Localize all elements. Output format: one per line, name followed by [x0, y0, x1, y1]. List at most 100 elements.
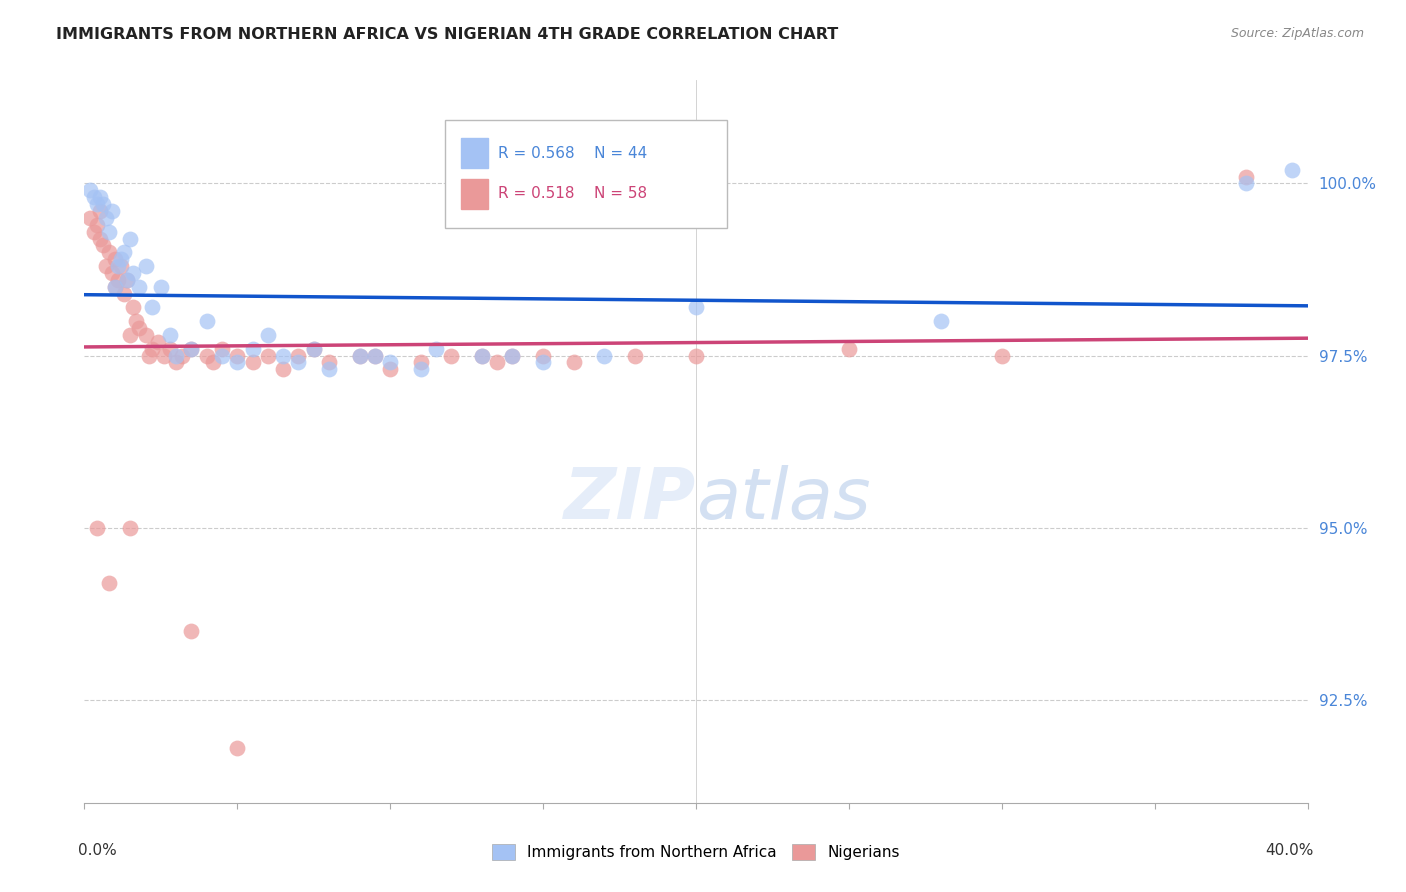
Point — [107, 259, 129, 273]
Point — [195, 349, 218, 363]
Point — [502, 349, 524, 363]
Point — [141, 301, 163, 315]
Point — [97, 225, 120, 239]
Point — [425, 342, 447, 356]
Point — [97, 245, 120, 260]
Point — [531, 355, 554, 369]
FancyBboxPatch shape — [446, 120, 727, 228]
Point — [318, 362, 340, 376]
Point — [562, 355, 585, 369]
Point — [685, 301, 707, 315]
Point — [112, 245, 135, 260]
Point — [146, 334, 169, 349]
Point — [180, 342, 202, 356]
Point — [128, 279, 150, 293]
Point — [86, 218, 108, 232]
Point — [838, 342, 860, 356]
Text: atlas: atlas — [696, 465, 870, 533]
Point — [991, 349, 1014, 363]
Point — [138, 349, 160, 363]
Point — [685, 349, 707, 363]
Point — [159, 327, 181, 342]
Point — [287, 349, 309, 363]
Point — [101, 266, 124, 280]
Point — [149, 279, 172, 293]
Point — [471, 349, 494, 363]
Legend: Immigrants from Northern Africa, Nigerians: Immigrants from Northern Africa, Nigeria… — [492, 844, 900, 860]
Point — [302, 342, 325, 356]
Point — [257, 327, 280, 342]
Point — [89, 190, 111, 204]
Point — [195, 314, 218, 328]
Point — [104, 279, 127, 293]
Point — [125, 314, 148, 328]
Point — [135, 259, 157, 273]
Point — [531, 349, 554, 363]
Point — [115, 273, 138, 287]
Point — [120, 327, 142, 342]
Point — [83, 190, 105, 204]
Point — [1281, 162, 1303, 177]
Point — [226, 349, 249, 363]
Point — [1236, 169, 1258, 184]
Point — [97, 575, 120, 590]
Point — [89, 231, 111, 245]
Point — [180, 624, 202, 638]
Point — [364, 349, 387, 363]
Point — [226, 740, 249, 755]
Point — [242, 355, 264, 369]
Point — [79, 211, 101, 225]
Point — [201, 355, 224, 369]
Point — [1236, 177, 1258, 191]
Point — [110, 252, 132, 267]
Point — [86, 197, 108, 211]
Point — [91, 238, 114, 252]
Point — [471, 349, 494, 363]
Text: 40.0%: 40.0% — [1265, 843, 1313, 857]
Point — [211, 342, 233, 356]
Point — [242, 342, 264, 356]
Point — [287, 355, 309, 369]
Point — [380, 362, 402, 376]
Text: IMMIGRANTS FROM NORTHERN AFRICA VS NIGERIAN 4TH GRADE CORRELATION CHART: IMMIGRANTS FROM NORTHERN AFRICA VS NIGER… — [56, 27, 838, 42]
Point — [86, 520, 108, 534]
Text: R = 0.518    N = 58: R = 0.518 N = 58 — [498, 186, 647, 202]
Point — [929, 314, 952, 328]
Point — [380, 355, 402, 369]
Bar — [461, 138, 488, 169]
Point — [94, 259, 117, 273]
Point — [91, 197, 114, 211]
Point — [318, 355, 340, 369]
Point — [122, 301, 145, 315]
Point — [349, 349, 371, 363]
Text: 0.0%: 0.0% — [79, 843, 117, 857]
Point — [104, 252, 127, 267]
Point — [172, 349, 194, 363]
Text: ZIP: ZIP — [564, 465, 696, 533]
Point — [409, 362, 432, 376]
Point — [122, 266, 145, 280]
Point — [226, 355, 249, 369]
Text: R = 0.568    N = 44: R = 0.568 N = 44 — [498, 145, 647, 161]
Bar — [461, 178, 488, 209]
Point — [159, 342, 181, 356]
Point — [271, 362, 294, 376]
Point — [440, 349, 463, 363]
Point — [349, 349, 371, 363]
Point — [120, 231, 142, 245]
Point — [107, 273, 129, 287]
Point — [101, 204, 124, 219]
Point — [165, 349, 187, 363]
Point — [271, 349, 294, 363]
Point — [89, 204, 111, 219]
Point — [409, 355, 432, 369]
Point — [593, 349, 616, 363]
Point — [83, 225, 105, 239]
Point — [112, 286, 135, 301]
Text: Source: ZipAtlas.com: Source: ZipAtlas.com — [1230, 27, 1364, 40]
Point — [135, 327, 157, 342]
Point — [94, 211, 117, 225]
Point — [128, 321, 150, 335]
Point — [153, 349, 176, 363]
Point — [257, 349, 280, 363]
